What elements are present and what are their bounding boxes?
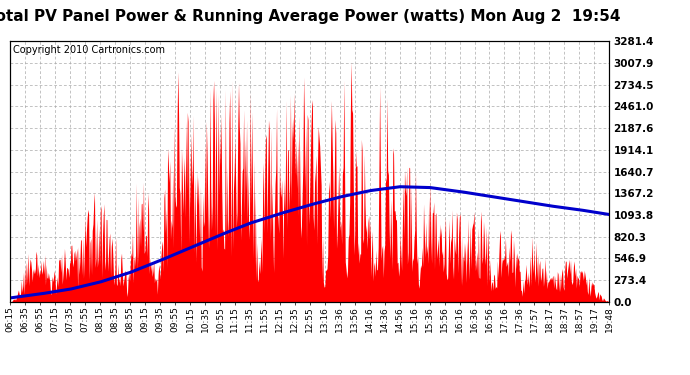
Text: Total PV Panel Power & Running Average Power (watts) Mon Aug 2  19:54: Total PV Panel Power & Running Average P… <box>0 9 620 24</box>
Text: Copyright 2010 Cartronics.com: Copyright 2010 Cartronics.com <box>13 45 166 55</box>
